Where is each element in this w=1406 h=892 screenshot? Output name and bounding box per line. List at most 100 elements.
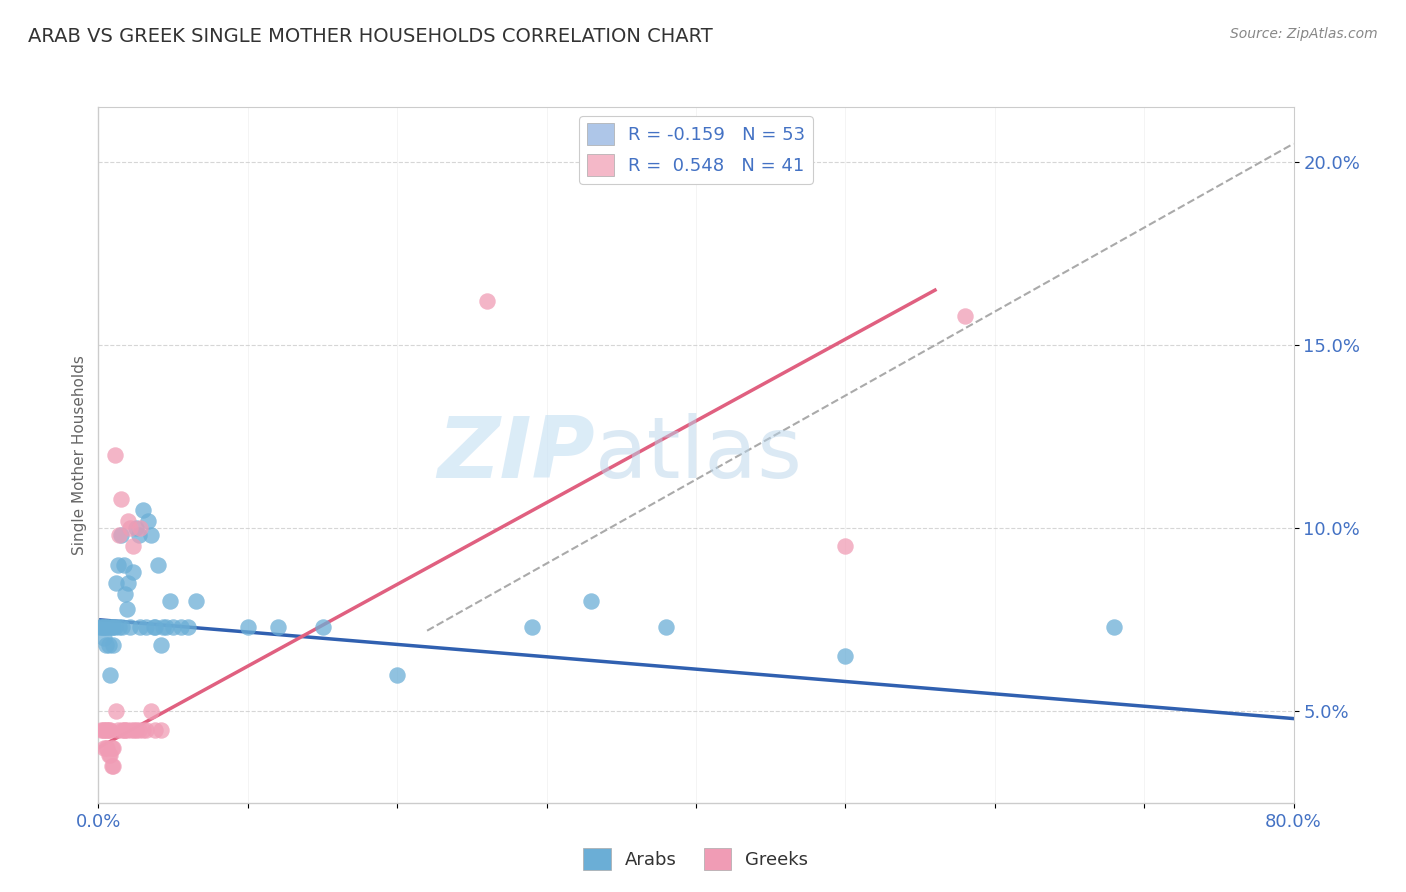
Point	[135, 620, 157, 634]
Point	[94, 723, 117, 737]
Point	[110, 528, 132, 542]
Point	[834, 540, 856, 554]
Point	[132, 723, 155, 737]
Point	[103, 759, 125, 773]
Point	[142, 620, 165, 634]
Point	[101, 620, 124, 634]
Point	[139, 528, 162, 542]
Point	[110, 491, 132, 506]
Point	[89, 620, 111, 634]
Point	[152, 620, 174, 634]
Point	[236, 620, 259, 634]
Point	[135, 723, 157, 737]
Point	[120, 723, 142, 737]
Point	[150, 638, 173, 652]
Point	[159, 594, 181, 608]
Point	[655, 620, 678, 634]
Point	[834, 649, 856, 664]
Point	[96, 620, 118, 634]
Point	[101, 759, 124, 773]
Point	[103, 620, 125, 634]
Point	[108, 528, 131, 542]
Point	[139, 704, 162, 718]
Point	[103, 740, 125, 755]
Point	[112, 558, 135, 572]
Point	[111, 620, 134, 634]
Point	[97, 638, 120, 652]
Point	[94, 740, 117, 755]
Point	[128, 528, 150, 542]
Point	[143, 620, 166, 634]
Point	[117, 514, 139, 528]
Point	[94, 620, 117, 634]
Point	[121, 540, 143, 554]
Point	[93, 631, 115, 645]
Point	[169, 620, 191, 634]
Point	[96, 740, 118, 755]
Point	[121, 565, 143, 579]
Point	[101, 740, 124, 755]
Point	[98, 667, 122, 681]
Point	[150, 723, 173, 737]
Point	[311, 620, 333, 634]
Point	[105, 576, 128, 591]
Point	[96, 723, 118, 737]
Point	[136, 514, 159, 528]
Point	[115, 723, 138, 737]
Point	[98, 723, 122, 737]
Point	[107, 558, 129, 572]
Point	[90, 723, 112, 737]
Point	[520, 620, 543, 634]
Point	[581, 594, 603, 608]
Point	[114, 723, 136, 737]
Point	[177, 620, 200, 634]
Point	[90, 620, 112, 634]
Text: ZIP: ZIP	[437, 413, 595, 497]
Point	[953, 309, 976, 323]
Point	[105, 704, 128, 718]
Text: atlas: atlas	[595, 413, 803, 497]
Point	[93, 723, 115, 737]
Point	[155, 620, 177, 634]
Legend: Arabs, Greeks: Arabs, Greeks	[576, 841, 815, 877]
Point	[103, 638, 125, 652]
Point	[129, 620, 152, 634]
Point	[184, 594, 207, 608]
Point	[114, 587, 136, 601]
Point	[97, 748, 120, 763]
Point	[91, 723, 114, 737]
Point	[117, 576, 139, 591]
Point	[107, 723, 129, 737]
Point	[129, 521, 152, 535]
Point	[125, 521, 148, 535]
Point	[162, 620, 184, 634]
Point	[118, 620, 141, 634]
Point	[1104, 620, 1126, 634]
Point	[385, 667, 409, 681]
Point	[94, 638, 117, 652]
Point	[124, 723, 146, 737]
Text: ARAB VS GREEK SINGLE MOTHER HOUSEHOLDS CORRELATION CHART: ARAB VS GREEK SINGLE MOTHER HOUSEHOLDS C…	[28, 27, 713, 45]
Point	[267, 620, 290, 634]
Text: Source: ZipAtlas.com: Source: ZipAtlas.com	[1230, 27, 1378, 41]
Point	[143, 723, 166, 737]
Point	[115, 601, 138, 615]
Y-axis label: Single Mother Households: Single Mother Households	[72, 355, 87, 555]
Point	[91, 620, 114, 634]
Point	[98, 748, 122, 763]
Point	[128, 723, 150, 737]
Point	[125, 723, 148, 737]
Point	[98, 620, 122, 634]
Point	[93, 740, 115, 755]
Point	[104, 620, 127, 634]
Point	[93, 620, 115, 634]
Point	[111, 723, 134, 737]
Point	[108, 620, 131, 634]
Point	[132, 503, 155, 517]
Point	[475, 294, 498, 309]
Point	[97, 723, 120, 737]
Point	[104, 448, 127, 462]
Point	[148, 558, 170, 572]
Point	[112, 723, 135, 737]
Point	[118, 521, 141, 535]
